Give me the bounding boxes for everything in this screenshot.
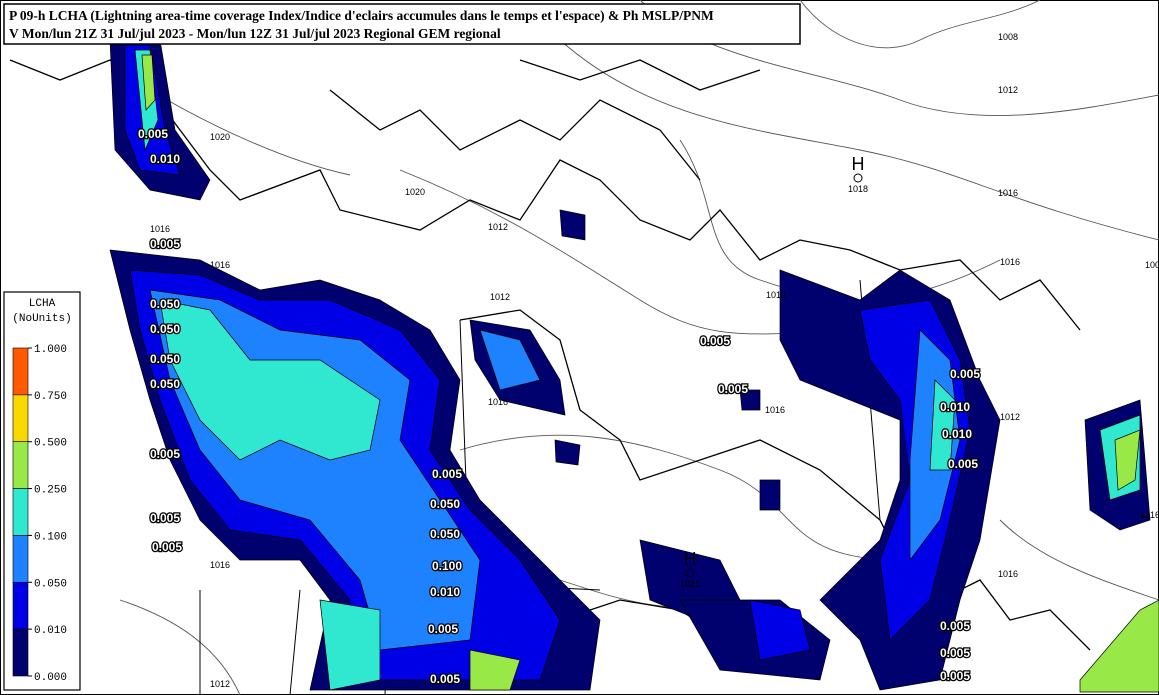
isobar-label: 1020 <box>210 132 230 142</box>
legend-tick-label: 0.500 <box>34 438 67 450</box>
legend-swatch <box>12 628 29 677</box>
contour-label: 0.005 <box>150 237 180 251</box>
isobar-label: 1012 <box>998 85 1018 95</box>
isobar-label: 1012 <box>210 679 230 689</box>
map-labels: 0.005 0.010 0.005 0.050 0.050 0.050 0.050 0.005… <box>137 32 1159 689</box>
contour-label: 0.005 <box>940 619 970 633</box>
title-line-1: P 09-h LCHA (Lightning area-time coverag… <box>9 8 714 23</box>
contour-label: 0.005 <box>940 646 970 660</box>
contour-label: 0.010 <box>940 400 970 414</box>
isobar-label: 1016 <box>765 405 785 415</box>
high-center <box>685 568 695 578</box>
legend-tick-label: 1.000 <box>34 344 67 356</box>
contour-label: 0.005 <box>150 511 180 525</box>
contour-label: 0.005 <box>948 457 978 471</box>
isobar-label: 1016 <box>210 260 230 270</box>
isobar-label: 1020 <box>405 187 425 197</box>
contour-label: 0.005 <box>152 540 182 554</box>
contour-label: 0.050 <box>430 527 460 541</box>
contour-label: 0.010 <box>150 152 180 166</box>
legend-tick-label: 0.100 <box>34 531 67 543</box>
contour-label: 0.005 <box>150 447 180 461</box>
contour-label: 0.050 <box>430 497 460 511</box>
legend-tick-label: 0.050 <box>34 578 67 590</box>
legend-swatch <box>12 347 29 396</box>
legend-tick-label: 0.250 <box>34 485 67 497</box>
contour-label: 0.005 <box>428 622 458 636</box>
legend-tick-label: 0.010 <box>34 625 67 637</box>
contour-label: 0.005 <box>138 127 168 141</box>
contour-label: 0.005 <box>718 382 748 396</box>
isobar-label: 1016 <box>998 188 1018 198</box>
legend-tick-label: 0.000 <box>34 672 67 684</box>
legend-title: LCHA <box>29 298 56 310</box>
high-value: 1021 <box>680 579 700 589</box>
legend-swatch <box>12 581 29 630</box>
high-letter: H <box>852 154 865 174</box>
isobar-label: 1012 <box>488 222 508 232</box>
isobar-label: 1012 <box>766 290 786 300</box>
lightning-areas <box>109 39 1159 693</box>
high-center <box>853 173 863 183</box>
legend-tick-label: 0.750 <box>34 391 67 403</box>
isobar-label: 1016 <box>488 397 508 407</box>
high-value: 1018 <box>848 184 868 194</box>
contour-label: 0.010 <box>942 427 972 441</box>
contour-label: 0.005 <box>700 334 730 348</box>
contour-label: 0.050 <box>150 352 180 366</box>
legend-colorbar: 1.000 0.750 0.500 0.250 0.100 0.050 0.010 0.000 <box>12 344 67 684</box>
high-letter: H <box>684 549 697 569</box>
legend-swatch <box>12 441 29 489</box>
isobar-label: 1016 <box>1000 257 1020 267</box>
isobar-label: 1008 <box>998 32 1018 42</box>
legend-units: (NoUnits) <box>12 313 71 325</box>
contour-label: 0.005 <box>430 672 460 686</box>
contour-label: 0.100 <box>432 559 462 573</box>
title-box <box>3 3 801 45</box>
contour-label: 0.010 <box>430 585 460 599</box>
legend-swatch <box>12 535 29 583</box>
isobar-label: 1016 <box>1140 510 1159 520</box>
contour-label: 0.050 <box>150 322 180 336</box>
legend-swatch <box>12 394 29 443</box>
isobar-label: 1016 <box>998 569 1018 579</box>
isobar-label: 1012 <box>490 292 510 302</box>
legend-swatch <box>12 488 29 536</box>
isobar-label: 1012 <box>1000 412 1020 422</box>
contour-label: 0.050 <box>150 377 180 391</box>
contour-label: 0.050 <box>150 297 180 311</box>
title-line-2: V Mon/lun 21Z 31 Jul/jul 2023 - Mon/lun … <box>9 26 501 41</box>
isobar-label: 1008 <box>1145 260 1159 270</box>
isobar-label: 1016 <box>150 224 170 234</box>
contour-label: 0.005 <box>950 367 980 381</box>
contour-label: 0.005 <box>432 467 462 481</box>
isobar-label: 1016 <box>210 560 230 570</box>
contour-label: 0.005 <box>940 669 970 683</box>
